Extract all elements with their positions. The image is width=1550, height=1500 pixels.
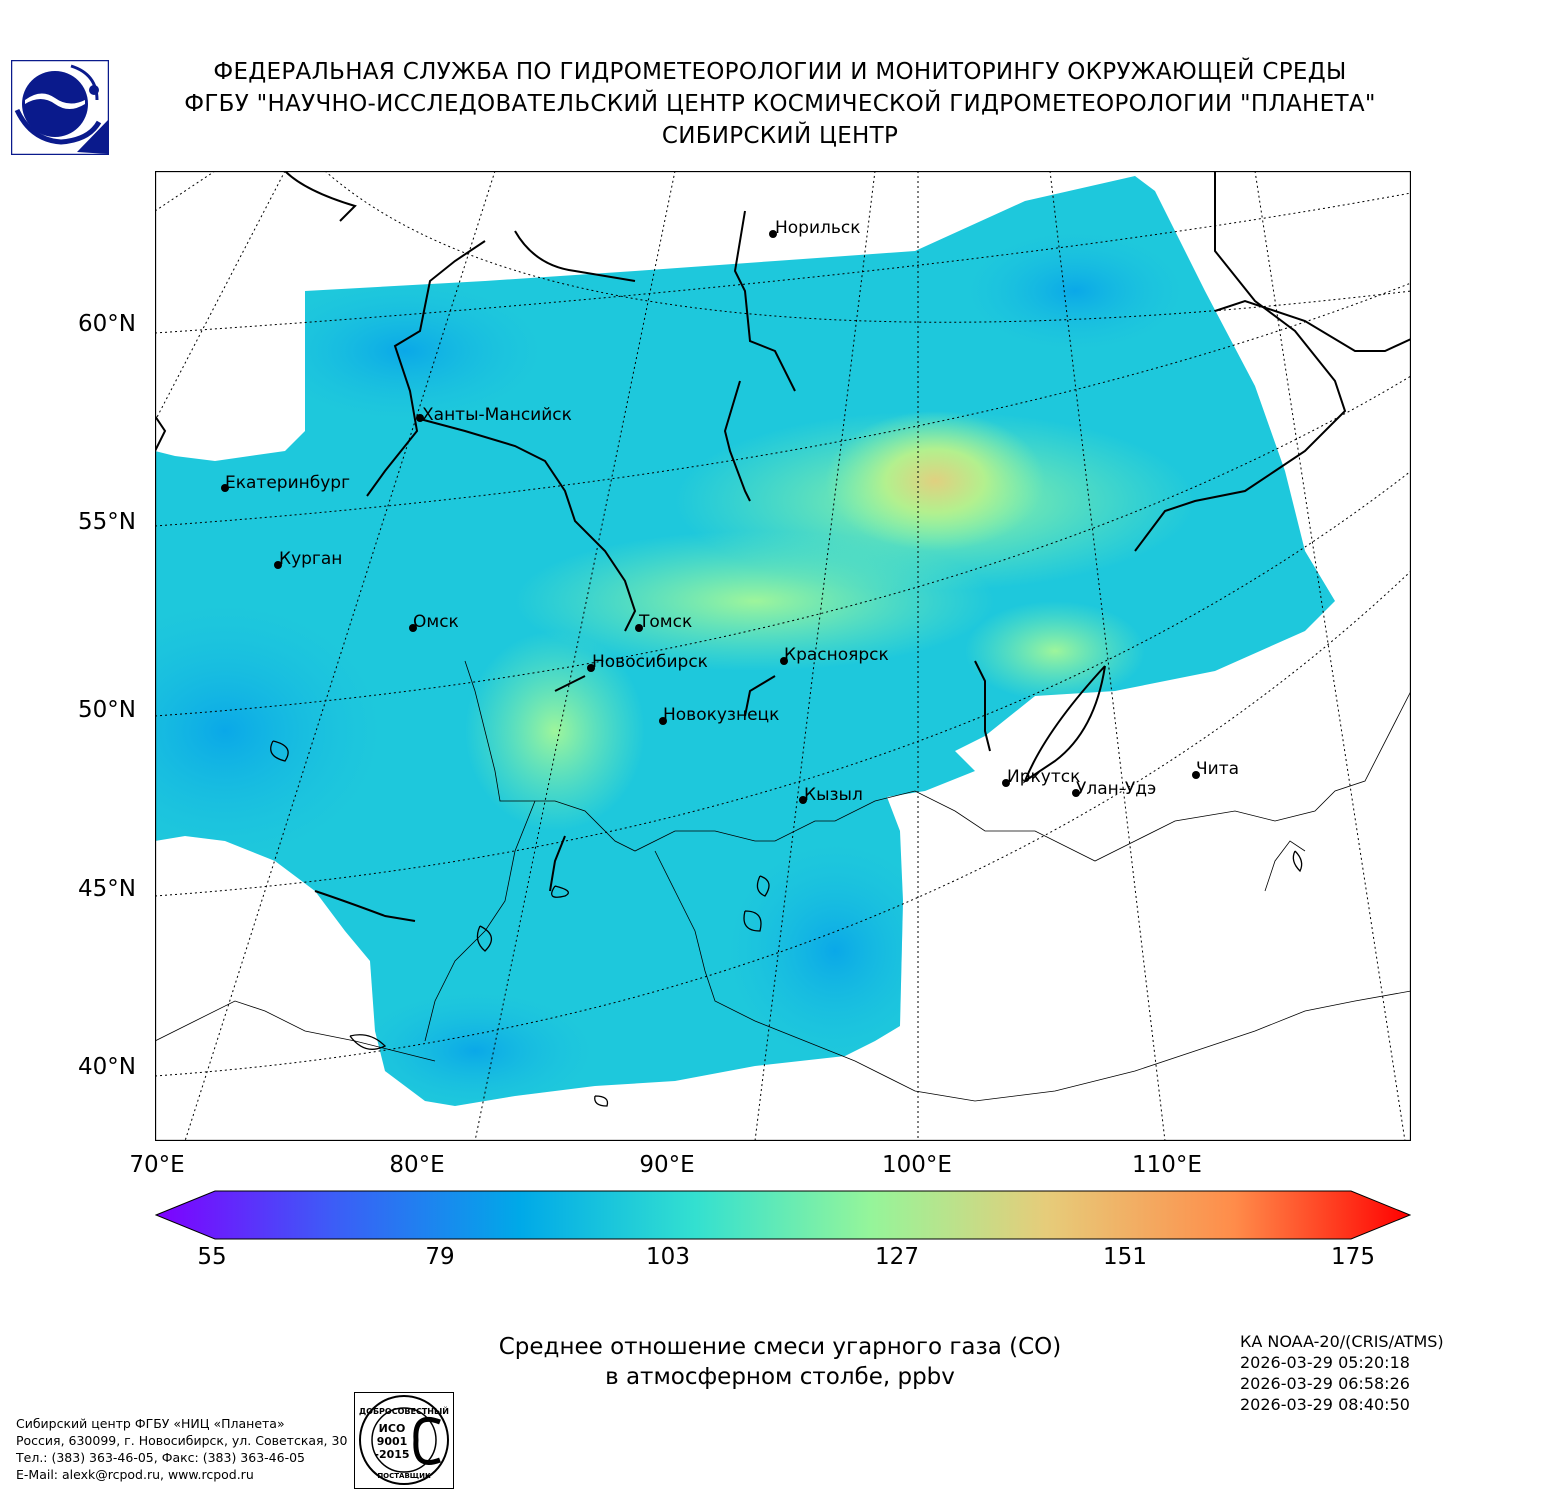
co-map [154, 170, 1412, 1142]
lat-label-45: 45°N [78, 876, 136, 902]
city-label-irkutsk: Иркутск [1007, 767, 1081, 787]
city-dot [274, 561, 282, 569]
city-dot [1002, 779, 1010, 787]
borders [154, 660, 1412, 1102]
city-dot [780, 657, 788, 665]
lakes [270, 740, 1303, 1107]
city-label-novosibirsk: Новосибирск [592, 652, 708, 672]
city-label-chita: Чита [1196, 759, 1240, 779]
city-label-norilsk: Норильск [775, 218, 861, 238]
map-panel: Норильск Ханты-Мансийск Екатеринбург Кур… [154, 170, 1412, 1142]
iso-year: -2015 [374, 1448, 409, 1461]
city-dot [416, 414, 424, 422]
city-label-yekaterinburg: Екатеринбург [225, 473, 351, 493]
satellite-time: 2026-03-29 05:20:18 [1240, 1353, 1410, 1372]
lon-label-90: 90°E [639, 1152, 695, 1178]
city-label-novokuznetsk: Новокузнецк [663, 705, 780, 725]
colorbar-tick: 127 [875, 1244, 919, 1270]
city-label-tomsk: Томск [639, 612, 693, 632]
footer-email: E-Mail: alexk@rcpod.ru, www.rcpod.ru [16, 1467, 254, 1482]
city-dot [587, 664, 595, 672]
iso-number: 9001 [377, 1435, 408, 1448]
city-dot [409, 624, 417, 632]
lat-label-60: 60°N [78, 311, 136, 337]
city-dot [799, 796, 807, 804]
lat-label-40: 40°N [78, 1054, 136, 1080]
colorbar-tick: 79 [425, 1244, 455, 1270]
satellite-time: 2026-03-29 06:58:26 [1240, 1374, 1410, 1393]
city-label-khanty-mansiysk: Ханты-Мансийск [422, 405, 572, 425]
footer-org: Сибирский центр ФГБУ «НИЦ «Планета» [16, 1416, 285, 1431]
colorbar-tick: 103 [646, 1244, 690, 1270]
footer-phone: Тел.: (383) 363-46-05, Факс: (383) 363-4… [16, 1450, 306, 1465]
city-dot [1192, 771, 1200, 779]
lon-label-80: 80°E [389, 1152, 445, 1178]
city-dot [659, 717, 667, 725]
colorbar-tick: 55 [197, 1244, 227, 1270]
header-line-2: ФГБУ "НАУЧНО-ИССЛЕДОВАТЕЛЬСКИЙ ЦЕНТР КОС… [184, 91, 1376, 117]
planeta-logo [10, 59, 110, 156]
colorbar [154, 1190, 1412, 1240]
city-label-kurgan: Курган [279, 549, 343, 569]
colorbar-tick: 151 [1103, 1244, 1147, 1270]
iso-text: ИСО [379, 1422, 406, 1435]
lat-label-55: 55°N [78, 509, 136, 535]
header-line-1: ФЕДЕРАЛЬНАЯ СЛУЖБА ПО ГИДРОМЕТЕОРОЛОГИИ … [213, 59, 1347, 85]
colorbar-graphic [154, 1190, 1412, 1240]
caption-line-1: Среднее отношение смеси угарного газа (C… [498, 1334, 1062, 1360]
satellite-name: КА NOAA-20/(CRIS/ATMS) [1240, 1332, 1444, 1351]
iso-stamp: ДОБРОСОВЕСТНЫЙ ИСО 9001 -2015 ПОСТАВЩИК [354, 1392, 454, 1489]
city-dot [769, 230, 777, 238]
satellite-time: 2026-03-29 08:40:50 [1240, 1395, 1410, 1414]
graticule [154, 170, 1412, 1142]
city-dot [221, 484, 229, 492]
rivers [154, 170, 1412, 922]
lon-label-70: 70°E [129, 1152, 185, 1178]
city-dot [1072, 789, 1080, 797]
footer-address: Россия, 630099, г. Новосибирск, ул. Сове… [16, 1433, 348, 1448]
city-dot [635, 624, 643, 632]
iso-certification-stamp-icon: ДОБРОСОВЕСТНЫЙ ИСО 9001 -2015 ПОСТАВЩИК [354, 1392, 454, 1489]
lon-label-110: 110°E [1132, 1152, 1202, 1178]
lat-label-50: 50°N [78, 697, 136, 723]
city-label-ulan-ude: Улан-Удэ [1076, 779, 1157, 799]
iso-bottom-text: ПОСТАВЩИК [377, 1472, 431, 1480]
header-line-3: СИБИРСКИЙ ЦЕНТР [661, 123, 899, 149]
city-label-kyzyl: Кызыл [804, 785, 863, 805]
lon-label-100: 100°E [882, 1152, 952, 1178]
caption-line-2: в атмосферном столбе, ppbv [605, 1364, 955, 1390]
city-label-krasnoyarsk: Красноярск [784, 645, 889, 665]
city-label-omsk: Омск [413, 612, 459, 632]
planeta-logo-icon [10, 59, 110, 156]
iso-top-text: ДОБРОСОВЕСТНЫЙ [359, 1405, 449, 1416]
colorbar-tick: 175 [1331, 1244, 1375, 1270]
